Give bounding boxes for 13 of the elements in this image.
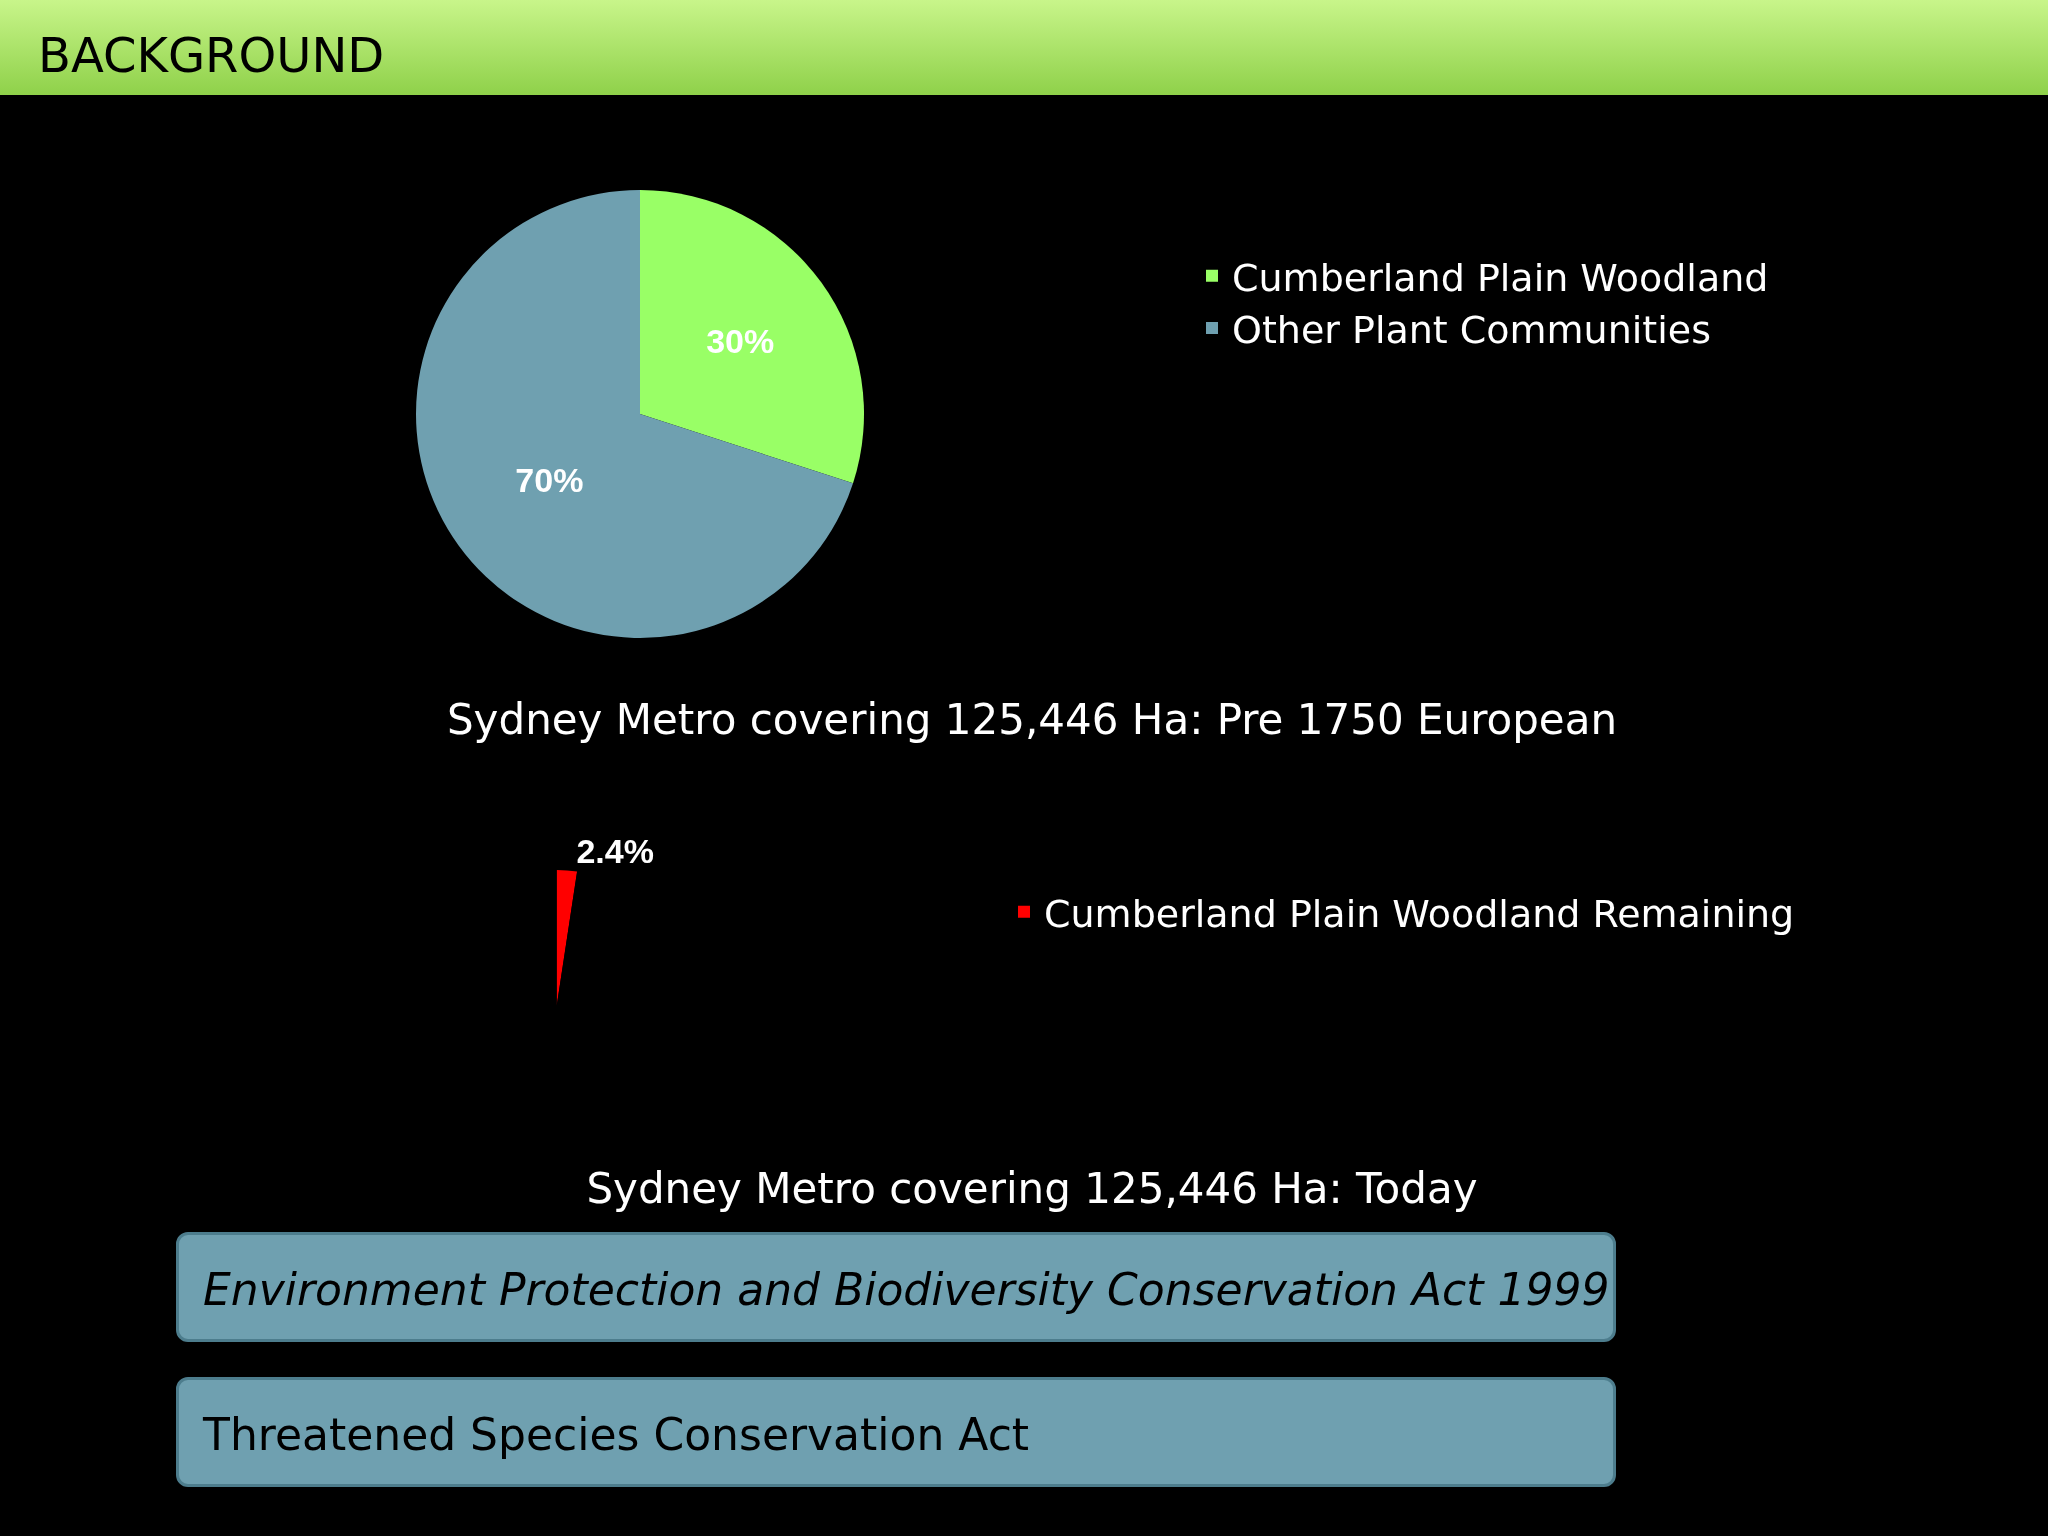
text: Sydney Metro covering 125,446 Ha: Today [586, 1164, 1478, 1214]
data-label: 30% [706, 322, 775, 361]
legend-label: Other Plant Communities [1232, 307, 1711, 352]
data-label: 70% [515, 460, 584, 499]
legend-label: Cumberland Plain Woodland [1232, 255, 1769, 300]
pie-slice [416, 190, 854, 638]
pie-slice [640, 190, 864, 484]
text: BACKGROUND [0, 0, 2048, 95]
text: Sydney Metro covering 125,446 Ha: Pre 1750 European [446, 695, 1618, 745]
text: Environment Protection and Biodiversity Conservation Act 1999 [176, 1232, 1616, 1342]
legend-label: Cumberland Plain Woodland Remaining [1044, 891, 1795, 936]
data-label: 2.4% [576, 832, 654, 871]
text: Threatened Species Conservation Act [176, 1377, 1616, 1487]
